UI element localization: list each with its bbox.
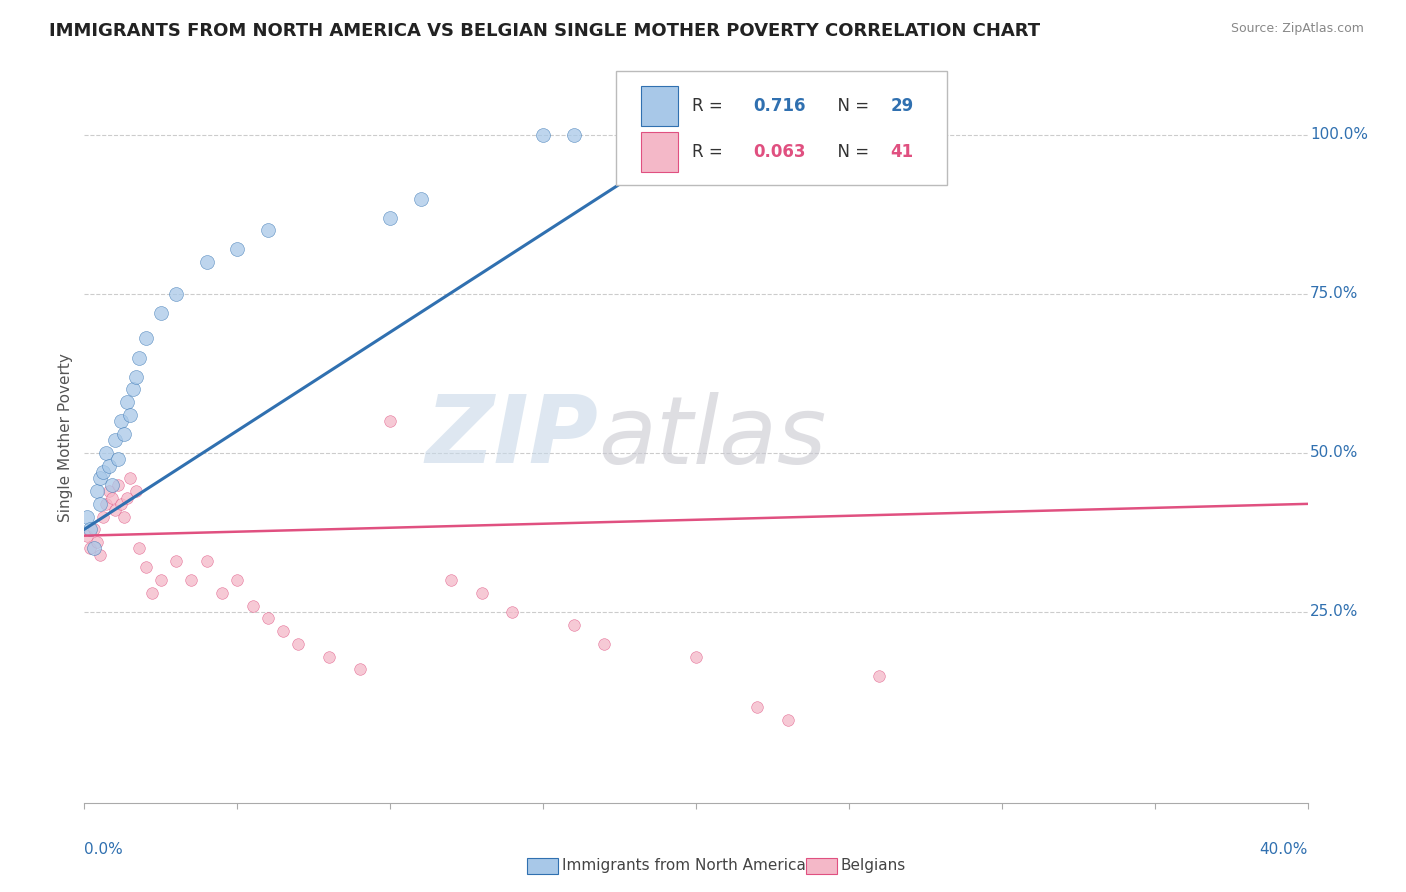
Point [471, 586, 494, 600]
Point [226, 243, 249, 257]
Point [271, 624, 294, 638]
Point [195, 255, 218, 269]
Text: Belgians: Belgians [841, 858, 905, 872]
Text: 40.0%: 40.0% [1260, 842, 1308, 856]
Point [83, 541, 105, 556]
Bar [641, 86, 678, 126]
Point [776, 713, 799, 727]
Point [79, 522, 101, 536]
Y-axis label: Single Mother Poverty: Single Mother Poverty [58, 352, 73, 522]
Text: 29: 29 [890, 96, 914, 115]
Point [104, 434, 127, 448]
Point [128, 351, 150, 365]
Text: 41: 41 [890, 143, 914, 161]
Point [112, 509, 135, 524]
Point [380, 414, 402, 428]
Point [593, 637, 616, 651]
Point [79, 541, 101, 556]
Point [531, 128, 554, 142]
Point [125, 369, 148, 384]
Point [91, 465, 114, 479]
Text: N =: N = [827, 96, 875, 115]
Point [97, 458, 120, 473]
Point [76, 529, 98, 543]
Point [135, 331, 157, 345]
Point [149, 306, 172, 320]
Point [115, 491, 138, 505]
Point [97, 484, 120, 499]
Point [89, 497, 111, 511]
FancyBboxPatch shape [616, 71, 946, 185]
Point [195, 554, 218, 568]
Text: 50.0%: 50.0% [1310, 445, 1358, 460]
Point [380, 211, 402, 225]
Point [685, 649, 707, 664]
Point [149, 573, 172, 587]
Point [180, 573, 202, 587]
Point [440, 573, 463, 587]
Point [107, 477, 129, 491]
Bar [641, 132, 678, 172]
Point [104, 503, 127, 517]
Point [502, 605, 524, 619]
Point [91, 509, 114, 524]
Point [287, 637, 309, 651]
Text: 75.0%: 75.0% [1310, 286, 1358, 301]
Text: N =: N = [827, 143, 875, 161]
Text: IMMIGRANTS FROM NORTH AMERICA VS BELGIAN SINGLE MOTHER POVERTY CORRELATION CHART: IMMIGRANTS FROM NORTH AMERICA VS BELGIAN… [49, 22, 1040, 40]
Text: ZIP: ZIP [425, 391, 598, 483]
Point [89, 548, 111, 562]
Point [86, 484, 108, 499]
Point [562, 128, 585, 142]
Point [226, 573, 249, 587]
Text: 25.0%: 25.0% [1310, 605, 1358, 619]
Text: 0.0%: 0.0% [84, 842, 124, 856]
Text: 0.063: 0.063 [754, 143, 806, 161]
Point [349, 662, 371, 676]
Text: 100.0%: 100.0% [1310, 128, 1368, 143]
Point [110, 414, 132, 428]
Point [257, 611, 280, 625]
Point [101, 477, 124, 491]
Point [115, 395, 138, 409]
Point [257, 223, 280, 237]
Point [120, 471, 142, 485]
Point [94, 446, 117, 460]
Point [165, 554, 187, 568]
Text: R =: R = [692, 96, 734, 115]
Point [122, 383, 145, 397]
Point [94, 497, 117, 511]
Point [110, 497, 132, 511]
Point [141, 586, 163, 600]
Point [107, 452, 129, 467]
Text: R =: R = [692, 143, 734, 161]
Point [318, 649, 340, 664]
Point [211, 586, 233, 600]
Point [562, 617, 585, 632]
Point [242, 599, 264, 613]
Point [112, 426, 135, 441]
Text: 0.716: 0.716 [754, 96, 806, 115]
Text: Immigrants from North America: Immigrants from North America [562, 858, 806, 872]
Point [869, 668, 891, 682]
Point [165, 287, 187, 301]
Point [83, 522, 105, 536]
Point [747, 700, 769, 714]
Text: atlas: atlas [598, 392, 827, 483]
Point [125, 484, 148, 499]
Point [86, 535, 108, 549]
Point [135, 560, 157, 574]
Text: Source: ZipAtlas.com: Source: ZipAtlas.com [1230, 22, 1364, 36]
Point [101, 491, 124, 505]
Point [120, 408, 142, 422]
Point [76, 509, 98, 524]
Point [128, 541, 150, 556]
Point [409, 192, 432, 206]
Point [89, 471, 111, 485]
